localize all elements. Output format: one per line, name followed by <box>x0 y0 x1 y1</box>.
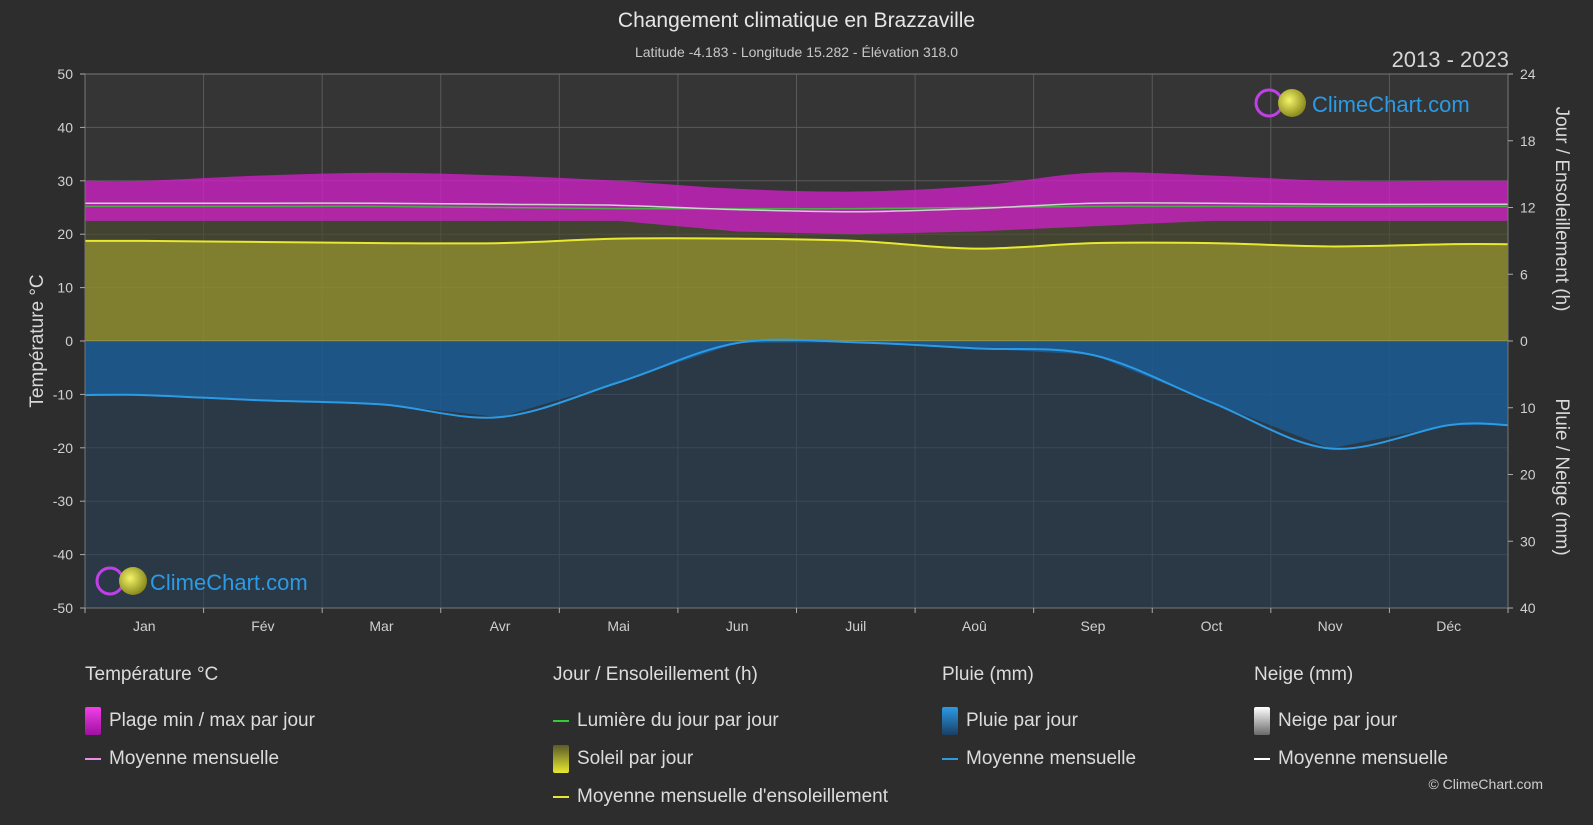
logo-top: ClimeChart.com <box>1254 88 1470 118</box>
x-tick-label: Juil <box>845 618 866 634</box>
chart-subtitle: Latitude -4.183 - Longitude 15.282 - Élé… <box>634 44 959 60</box>
x-tick-label: Aoû <box>962 618 987 634</box>
period-label: 2013 - 2023 <box>1391 47 1509 72</box>
legend-temperature: Température °C Plage min / max par jour … <box>85 664 315 778</box>
x-tick-label: Jun <box>726 618 749 634</box>
legend-heading: Pluie (mm) <box>942 664 1034 685</box>
x-tick-label: Mai <box>607 618 630 634</box>
legend-label: Soleil par jour <box>577 748 694 769</box>
rain-mean-line <box>84 338 1509 450</box>
legend-heading: Jour / Ensoleillement (h) <box>553 664 758 685</box>
copyright: © ClimeChart.com <box>1428 776 1543 792</box>
legend-item-rain-mean: Moyenne mensuelle <box>942 740 1136 778</box>
y-tick-label: -50 <box>53 600 73 616</box>
y2-tick-label: 6 <box>1520 266 1528 282</box>
legend-item-temp-mean: Moyenne mensuelle <box>85 740 315 778</box>
y3-tick-label: 10 <box>1520 400 1536 416</box>
legend-label: Neige par jour <box>1278 710 1398 731</box>
y3-tick-label: 40 <box>1520 600 1536 616</box>
y-tick-label: -40 <box>53 547 73 563</box>
temp-range-band <box>85 172 1508 235</box>
x-tick-label: Avr <box>490 618 511 634</box>
legend-label: Lumière du jour par jour <box>577 710 779 731</box>
temp-range-swatch <box>85 707 101 735</box>
y-tick-label: 0 <box>65 333 73 349</box>
sunshine-mean-line <box>84 237 1509 250</box>
temp-mean-line <box>84 202 1508 213</box>
logo-text: ClimeChart.com <box>150 570 308 595</box>
x-tick-label: Jan <box>133 618 156 634</box>
x-tick-label: Mar <box>369 618 393 634</box>
legend-item-sun-mean: Moyenne mensuelle d'ensoleillement <box>553 778 888 816</box>
logo-text: ClimeChart.com <box>1312 92 1470 117</box>
y-tick-label: 20 <box>57 226 73 242</box>
x-tick-label: Déc <box>1436 618 1461 634</box>
y2-tick-label: 12 <box>1520 200 1536 216</box>
y3-tick-label: 30 <box>1520 533 1536 549</box>
y3-axis-title: Pluie / Neige (mm) <box>1551 398 1572 555</box>
legend-label: Moyenne mensuelle <box>109 748 280 769</box>
legend-label: Moyenne mensuelle <box>966 748 1137 769</box>
logo-sun-icon <box>119 567 147 595</box>
y-tick-label: -20 <box>53 440 73 456</box>
logo-sun-icon <box>1278 89 1306 117</box>
rain-mean-swatch <box>942 758 958 760</box>
legend-heading: Température °C <box>85 664 219 685</box>
sunshine-swatch <box>553 745 569 773</box>
y-tick-label: 30 <box>57 173 73 189</box>
snow-mean-swatch <box>1254 758 1270 760</box>
y2-tick-label: 24 <box>1520 66 1536 82</box>
legend-label: Pluie par jour <box>966 710 1078 731</box>
rain-swatch <box>942 707 958 735</box>
rain-area <box>85 341 1508 449</box>
legend-label: Moyenne mensuelle <box>1278 748 1449 769</box>
legend-rain: Pluie (mm) Pluie par jour Moyenne mensue… <box>942 664 1136 778</box>
y2-axis-title: Jour / Ensoleillement (h) <box>1551 107 1572 312</box>
legend-heading: Neige (mm) <box>1254 664 1354 685</box>
y-tick-label: -30 <box>53 493 73 509</box>
daylight-line <box>84 205 1508 210</box>
logo-bottom: ClimeChart.com <box>95 566 308 596</box>
legend-label: Plage min / max par jour <box>109 710 315 731</box>
legend-label: Moyenne mensuelle d'ensoleillement <box>577 786 888 807</box>
legend-item-snow-day: Neige par jour <box>1254 702 1448 740</box>
chart-title: Changement climatique en Brazzaville <box>617 9 976 32</box>
legend-item-sunshine: Soleil par jour <box>553 740 888 778</box>
daylight-swatch <box>553 720 569 722</box>
x-tick-label: Nov <box>1318 618 1343 634</box>
sun-mean-swatch <box>553 796 569 798</box>
legend-item-temp-range: Plage min / max par jour <box>85 702 315 740</box>
y-tick-label: 40 <box>57 119 73 135</box>
y2-tick-label: 0 <box>1520 333 1528 349</box>
y-tick-label: 10 <box>57 280 73 296</box>
y-axis-title: Température °C <box>27 274 48 407</box>
snow-swatch <box>1254 707 1270 735</box>
x-tick-label: Fév <box>251 618 274 634</box>
legend-sun: Jour / Ensoleillement (h) Lumière du jou… <box>553 664 888 816</box>
y-tick-label: 50 <box>57 66 73 82</box>
x-tick-label: Sep <box>1080 618 1105 634</box>
legend-item-daylight: Lumière du jour par jour <box>553 702 888 740</box>
legend-snow: Neige (mm) Neige par jour Moyenne mensue… <box>1254 664 1448 778</box>
y2-tick-label: 18 <box>1520 133 1536 149</box>
y-tick-label: -10 <box>53 386 73 402</box>
legend-item-snow-mean: Moyenne mensuelle <box>1254 740 1448 778</box>
temp-mean-swatch <box>85 758 101 760</box>
x-tick-label: Oct <box>1201 618 1223 634</box>
sunshine-area <box>85 238 1508 341</box>
y3-tick-label: 20 <box>1520 467 1536 483</box>
legend-item-rain-day: Pluie par jour <box>942 702 1136 740</box>
